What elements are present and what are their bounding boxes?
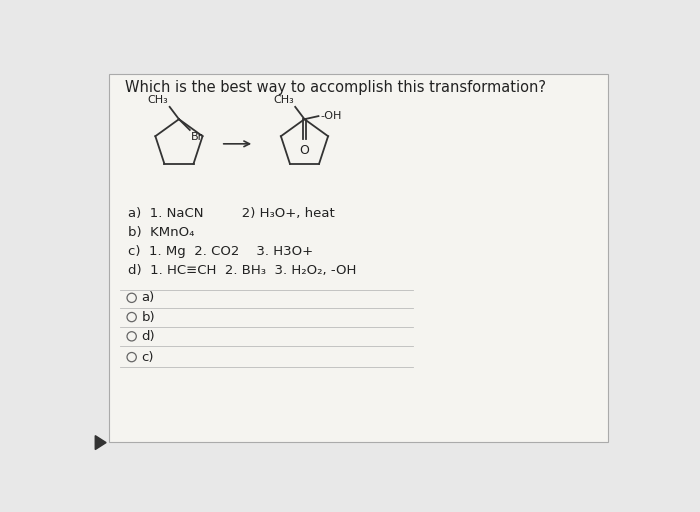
Text: b)  KMnO₄: b) KMnO₄ (128, 226, 194, 239)
Text: c): c) (141, 351, 154, 364)
Text: Br: Br (191, 132, 204, 141)
FancyBboxPatch shape (109, 74, 608, 442)
Text: -OH: -OH (320, 111, 342, 121)
Text: b): b) (141, 311, 155, 324)
Text: a)  1. NaCN         2) H₃O+, heat: a) 1. NaCN 2) H₃O+, heat (128, 207, 335, 220)
Text: CH₃: CH₃ (273, 95, 294, 105)
Text: a): a) (141, 291, 155, 304)
Text: d): d) (141, 330, 155, 343)
Text: CH₃: CH₃ (148, 95, 168, 105)
Text: c)  1. Mg  2. CO2    3. H3O+: c) 1. Mg 2. CO2 3. H3O+ (128, 245, 313, 258)
Polygon shape (95, 436, 106, 450)
Text: O: O (300, 144, 309, 157)
Text: d)  1. HC≡CH  2. BH₃  3. H₂O₂, -OH: d) 1. HC≡CH 2. BH₃ 3. H₂O₂, -OH (128, 264, 356, 278)
Text: Which is the best way to accomplish this transformation?: Which is the best way to accomplish this… (125, 80, 546, 95)
